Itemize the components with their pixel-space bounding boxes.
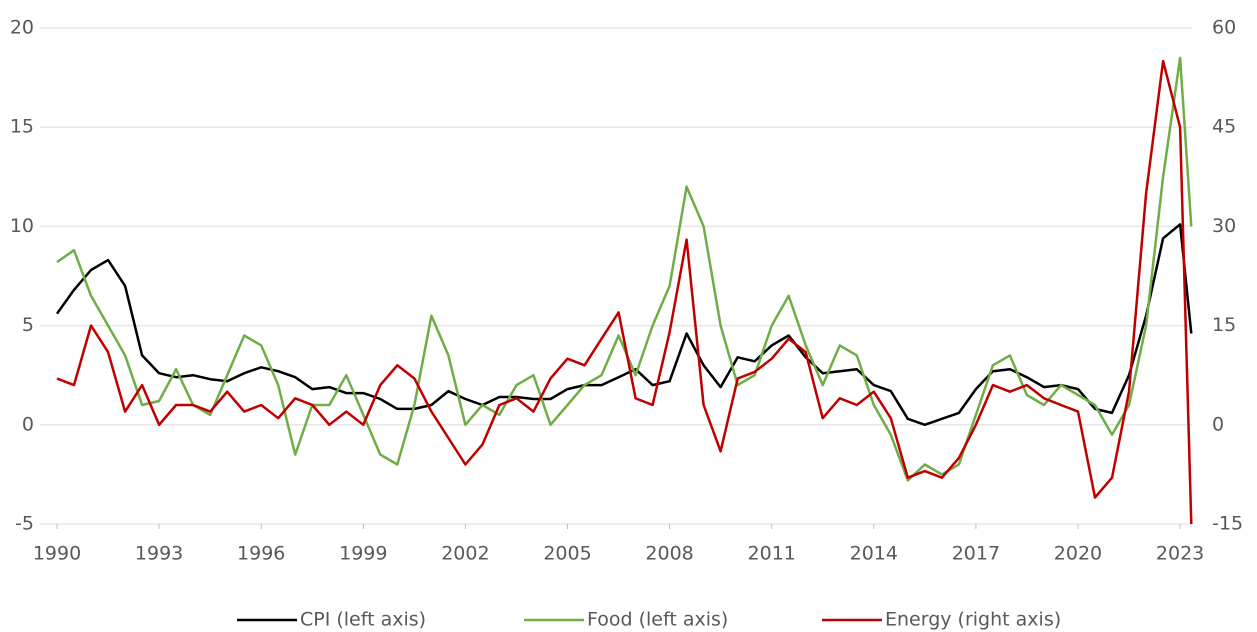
y2-tick-label: 60 [1212,17,1236,39]
y-tick-label: 15 [10,116,34,138]
x-tick-label: 1993 [135,543,183,565]
x-tick-label: 2011 [748,543,796,565]
legend-label: CPI (left axis) [300,609,426,631]
x-tick-label: 2005 [543,543,591,565]
x-tick-label: 1990 [33,543,81,565]
x-tick-label: 2023 [1156,543,1204,565]
x-tick-label: 1996 [237,543,285,565]
x-tick-label: 2017 [952,543,1000,565]
y2-tick-label: 30 [1212,215,1236,237]
y-tick-label: -5 [15,513,34,535]
x-tick-label: 2008 [645,543,693,565]
series-line [56,59,1193,525]
y2-tick-label: 0 [1212,413,1224,435]
x-tick-label: 2002 [441,543,489,565]
y-tick-label: 20 [10,17,34,39]
y2-tick-label: -15 [1212,513,1243,535]
y-tick-label: 5 [22,314,34,336]
y2-tick-label: 45 [1212,116,1236,138]
y-tick-label: 10 [10,215,34,237]
series-line [55,223,1193,427]
legend-label: Energy (right axis) [885,609,1061,631]
series-line [56,56,1193,482]
legend-label: Food (left axis) [587,609,728,631]
y-tick-label: 0 [22,413,34,435]
y2-tick-label: 15 [1212,314,1236,336]
x-tick-label: 2020 [1054,543,1102,565]
x-tick-label: 1999 [339,543,387,565]
x-tick-label: 2014 [850,543,898,565]
